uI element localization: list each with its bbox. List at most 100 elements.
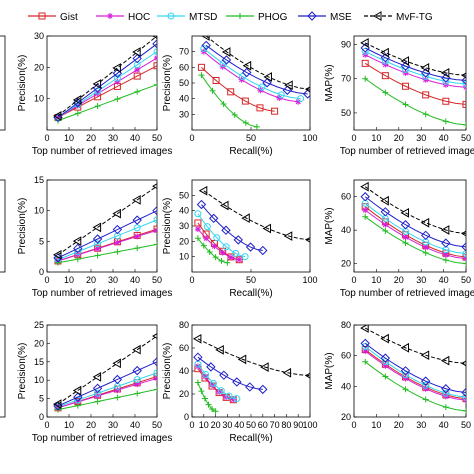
series-mvf-tg-marker xyxy=(221,47,231,57)
x-axis-label: Recall(%) xyxy=(229,146,272,157)
series-phog-marker xyxy=(382,89,389,96)
series-mvf-tg-marker xyxy=(460,72,466,79)
series-group xyxy=(360,181,466,267)
series-line-mtsd xyxy=(364,203,466,255)
series-mvf-tg-marker xyxy=(72,95,82,105)
series-mvf-tg-marker xyxy=(201,36,210,41)
series-hoc-marker xyxy=(211,243,218,250)
series-line-mtsd xyxy=(203,48,301,100)
series-phog-marker xyxy=(463,121,466,128)
x-tick-label: 20 xyxy=(86,275,96,285)
series-mvf-tg-marker xyxy=(215,344,224,355)
y-axis-label: MAP(%) xyxy=(324,64,335,101)
x-tick-label: 0 xyxy=(351,275,356,285)
series-mse-marker xyxy=(233,235,243,245)
x-tick-label: 10 xyxy=(371,275,381,285)
series-mse-marker xyxy=(420,230,431,241)
x-tick-label: 10 xyxy=(371,420,381,430)
series-mvf-tg-marker xyxy=(151,36,157,39)
series-mvf-tg-marker xyxy=(420,217,430,228)
series-phog-marker xyxy=(212,408,219,415)
x-tick-label: 0 xyxy=(351,420,356,430)
series-phog-marker xyxy=(154,386,157,393)
x-tick-label: 40 xyxy=(130,133,140,143)
series-mtsd-marker xyxy=(133,224,141,232)
series-hoc-marker xyxy=(201,373,208,380)
y-axis-label: Precision(%) xyxy=(17,198,28,255)
series-mse-marker xyxy=(302,89,310,99)
x-axis-label: Top number of retrieved images xyxy=(32,288,173,299)
series-line-mvf-tg xyxy=(57,36,157,117)
series-gist-marker xyxy=(422,91,430,99)
series-line-hoc xyxy=(57,377,157,409)
series-group xyxy=(194,185,310,266)
x-tick-label: 40 xyxy=(439,275,449,285)
series-phog-marker xyxy=(231,111,238,118)
series-hoc-marker xyxy=(194,363,201,370)
chart-r2c2: 0 50 100 10 20 30 40 50 Recall(%) Precision(%) xyxy=(162,179,318,299)
series-mvf-tg-marker xyxy=(72,236,82,246)
series-hoc-marker xyxy=(114,78,121,85)
y-tick-label: 25 xyxy=(34,320,44,330)
series-phog-marker xyxy=(74,110,81,117)
series-gist-marker xyxy=(212,77,220,85)
series-phog-marker xyxy=(55,259,61,266)
series-mvf-tg-marker xyxy=(282,367,292,378)
x-tick-label: 0 xyxy=(351,133,356,143)
series-hoc-marker xyxy=(236,256,243,263)
series-phog-marker xyxy=(422,396,429,403)
x-tick-label: 30 xyxy=(108,133,118,143)
series-mvf-tg-marker xyxy=(132,195,141,205)
y-axis-label: MAP(%) xyxy=(324,207,335,244)
series-phog-marker xyxy=(206,248,213,255)
series-mvf-tg-marker xyxy=(262,223,272,234)
legend-marker xyxy=(372,11,382,21)
chart-panels: ages01020304050102030Top number of retri… xyxy=(0,31,474,444)
series-mtsd-marker xyxy=(422,381,430,389)
x-tick-label: 10 xyxy=(371,133,381,143)
y-tick-label: 60 xyxy=(341,351,351,361)
series-line-mvf-tg xyxy=(57,335,157,405)
series-gist-marker xyxy=(462,253,466,261)
series-line-mtsd xyxy=(57,372,157,408)
legend-entry-mvf-tg: MvF-TG xyxy=(364,11,433,23)
series-phog-marker xyxy=(422,111,429,118)
series-phog-marker xyxy=(198,72,205,79)
x-tick-label: 80 xyxy=(281,420,291,430)
legend-label: MTSD xyxy=(189,12,217,23)
series-mtsd-marker xyxy=(202,370,210,378)
series-mse-marker xyxy=(258,245,268,256)
axes-frame xyxy=(191,324,311,418)
series-mse-marker xyxy=(461,75,466,86)
series-phog-marker xyxy=(442,118,449,125)
series-hoc-marker xyxy=(442,251,449,258)
y-tick-label: 5 xyxy=(39,394,44,404)
series-mvf-tg-marker xyxy=(283,231,293,241)
series-line-hoc xyxy=(57,57,157,118)
x-tick-label: 100 xyxy=(302,133,317,143)
x-tick-label: 30 xyxy=(416,275,426,285)
series-line-phog xyxy=(364,361,466,412)
series-hoc-marker xyxy=(209,382,216,389)
series-mse-marker xyxy=(152,357,157,367)
series-mse-marker xyxy=(400,220,411,230)
series-mtsd-marker xyxy=(213,234,221,242)
series-hoc-marker xyxy=(382,362,389,369)
series-gist-marker xyxy=(462,100,466,108)
series-phog-marker xyxy=(154,241,157,248)
x-axis-label: Top number of retrieved images xyxy=(32,146,173,157)
series-group xyxy=(192,333,310,415)
series-gist-marker xyxy=(241,97,249,105)
series-phog-marker xyxy=(242,119,249,126)
series-mvf-tg-marker xyxy=(220,200,229,211)
series-mvf-tg-marker xyxy=(304,372,310,379)
series-mtsd-marker xyxy=(462,250,466,258)
series-mtsd-marker xyxy=(113,74,121,82)
series-gist-marker xyxy=(194,219,202,227)
series-hoc-marker xyxy=(295,98,302,105)
series-phog-marker xyxy=(114,248,121,255)
series-mvf-tg-marker xyxy=(360,37,369,48)
series-gist-marker xyxy=(271,107,279,115)
series-mvf-tg-marker xyxy=(72,385,82,396)
series-mtsd-marker xyxy=(297,95,305,103)
